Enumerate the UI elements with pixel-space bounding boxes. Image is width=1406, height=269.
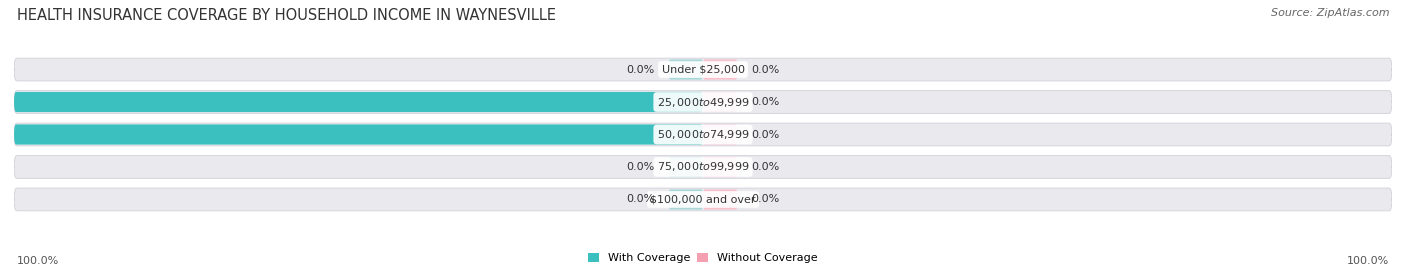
Text: 0.0%: 0.0% [751,162,779,172]
Legend: With Coverage, Without Coverage: With Coverage, Without Coverage [588,253,818,263]
Text: $75,000 to $99,999: $75,000 to $99,999 [657,161,749,174]
FancyBboxPatch shape [14,125,703,144]
Text: 0.0%: 0.0% [627,194,655,204]
Text: 0.0%: 0.0% [751,194,779,204]
Text: HEALTH INSURANCE COVERAGE BY HOUSEHOLD INCOME IN WAYNESVILLE: HEALTH INSURANCE COVERAGE BY HOUSEHOLD I… [17,8,555,23]
Text: 0.0%: 0.0% [751,129,779,140]
Text: Source: ZipAtlas.com: Source: ZipAtlas.com [1271,8,1389,18]
FancyBboxPatch shape [703,157,738,177]
Text: 0.0%: 0.0% [627,65,655,75]
FancyBboxPatch shape [669,59,703,80]
FancyBboxPatch shape [14,155,1392,178]
FancyBboxPatch shape [703,189,738,210]
Text: Under $25,000: Under $25,000 [661,65,745,75]
Text: 0.0%: 0.0% [751,65,779,75]
Text: $50,000 to $74,999: $50,000 to $74,999 [657,128,749,141]
FancyBboxPatch shape [703,125,738,144]
FancyBboxPatch shape [703,92,738,112]
FancyBboxPatch shape [703,59,738,80]
Text: 100.0%: 100.0% [1347,256,1389,266]
FancyBboxPatch shape [669,189,703,210]
FancyBboxPatch shape [14,91,1392,114]
FancyBboxPatch shape [14,58,1392,81]
Text: 0.0%: 0.0% [627,162,655,172]
Text: 0.0%: 0.0% [751,97,779,107]
Text: $25,000 to $49,999: $25,000 to $49,999 [657,95,749,108]
FancyBboxPatch shape [14,123,1392,146]
Text: $100,000 and over: $100,000 and over [650,194,756,204]
Text: 100.0%: 100.0% [17,256,59,266]
FancyBboxPatch shape [14,188,1392,211]
FancyBboxPatch shape [14,92,703,112]
FancyBboxPatch shape [669,157,703,177]
